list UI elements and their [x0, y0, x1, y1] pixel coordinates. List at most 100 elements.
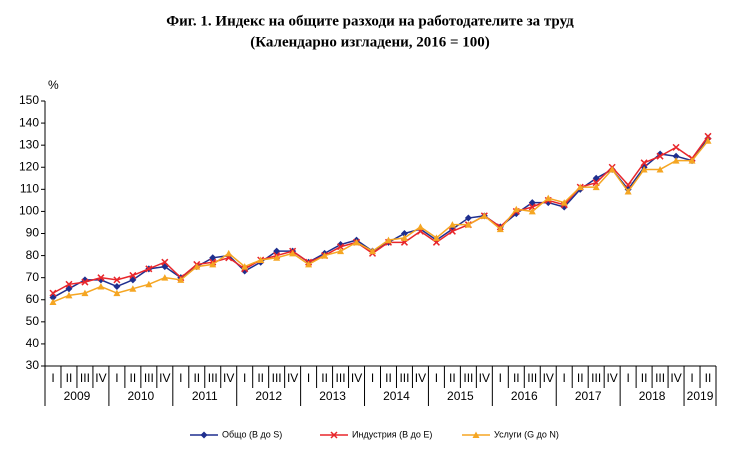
marker	[337, 247, 345, 255]
marker	[97, 274, 105, 282]
y-tick-label: 50	[26, 314, 40, 328]
y-tick-label: 40	[26, 336, 40, 350]
x-group-label: 2013	[319, 389, 346, 403]
marker	[129, 271, 137, 279]
x-tick-label: IV	[351, 371, 362, 385]
x-tick-label: IV	[606, 371, 617, 385]
marker	[97, 283, 105, 290]
marker	[472, 431, 480, 438]
x-tick-label: III	[272, 371, 282, 385]
x-tick-label: IV	[95, 371, 106, 385]
x-tick-label: III	[80, 371, 90, 385]
marker	[113, 276, 121, 284]
marker	[496, 225, 504, 233]
marker	[65, 291, 73, 299]
x-tick-label: I	[243, 371, 246, 385]
marker	[688, 157, 696, 164]
x-tick-label: I	[51, 371, 54, 385]
y-tick-label: 60	[26, 292, 40, 306]
legend-label: Общо (B до S)	[222, 429, 282, 439]
x-tick-label: I	[435, 371, 438, 385]
marker	[337, 243, 345, 251]
y-tick-label: 140	[19, 115, 39, 129]
legend-label: Индустрия (B до E)	[352, 429, 432, 439]
marker	[209, 260, 217, 268]
chart-subtitle: (Календарно изгладени, 2016 = 100)	[250, 34, 490, 50]
marker	[672, 152, 680, 160]
marker	[65, 280, 73, 288]
marker	[656, 165, 664, 173]
marker	[624, 181, 632, 189]
x-tick-label: I	[115, 371, 118, 385]
marker	[448, 221, 456, 228]
y-tick-label: 30	[26, 358, 40, 372]
x-tick-label: II	[513, 371, 520, 385]
marker	[161, 274, 169, 281]
x-group-label: 2014	[383, 389, 410, 403]
marker	[305, 260, 313, 268]
marker	[353, 238, 361, 246]
x-group-label: 2012	[255, 389, 282, 403]
y-tick-label: 70	[26, 270, 40, 284]
marker	[49, 289, 57, 297]
marker	[257, 256, 265, 263]
marker	[704, 137, 712, 144]
legend-label: Услуги (G до N)	[494, 429, 559, 439]
x-tick-label: IV	[543, 371, 554, 385]
x-tick-label: III	[208, 371, 218, 385]
marker	[369, 247, 377, 255]
x-group-label: 2009	[64, 389, 91, 403]
marker	[672, 157, 680, 164]
x-tick-label: III	[144, 371, 154, 385]
marker	[384, 236, 392, 244]
marker	[560, 199, 568, 206]
x-tick-label: I	[563, 371, 566, 385]
x-tick-label: I	[690, 371, 693, 385]
marker	[656, 152, 664, 160]
marker	[592, 183, 600, 191]
x-tick-label: II	[641, 371, 648, 385]
x-tick-label: III	[399, 371, 409, 385]
x-tick-label: II	[130, 371, 137, 385]
marker	[448, 227, 456, 235]
x-group-label: 2011	[192, 389, 218, 403]
x-tick-label: I	[179, 371, 182, 385]
marker	[177, 276, 185, 283]
x-tick-label: I	[307, 371, 310, 385]
x-tick-label: II	[321, 371, 328, 385]
marker	[113, 289, 121, 297]
marker	[544, 194, 552, 202]
marker	[289, 249, 297, 257]
marker	[464, 221, 472, 228]
x-tick-label: III	[336, 371, 346, 385]
marker	[225, 249, 233, 257]
marker	[200, 431, 208, 439]
x-tick-label: I	[371, 371, 374, 385]
x-tick-label: IV	[415, 371, 426, 385]
x-tick-label: II	[449, 371, 456, 385]
y-tick-label: 90	[26, 226, 40, 240]
x-tick-label: IV	[670, 371, 681, 385]
x-tick-label: I	[499, 371, 502, 385]
marker	[49, 298, 57, 305]
marker	[640, 159, 648, 167]
x-tick-label: IV	[159, 371, 170, 385]
marker	[608, 165, 616, 173]
series-line	[52, 140, 709, 303]
chart-title: Фиг. 1. Индекс на общите разходи на рабо…	[166, 13, 574, 29]
x-tick-label: II	[577, 371, 584, 385]
x-group-label: 2015	[447, 389, 474, 403]
marker	[321, 252, 329, 259]
y-tick-label: 130	[19, 137, 39, 151]
marker	[528, 207, 536, 215]
marker	[193, 263, 201, 270]
x-tick-label: II	[66, 371, 73, 385]
x-tick-label: II	[193, 371, 200, 385]
marker	[512, 205, 520, 213]
marker	[129, 285, 137, 292]
marker	[161, 258, 169, 266]
x-group-label: 2019	[687, 389, 714, 403]
marker	[624, 188, 632, 195]
x-tick-label: IV	[223, 371, 234, 385]
marker	[145, 280, 153, 288]
